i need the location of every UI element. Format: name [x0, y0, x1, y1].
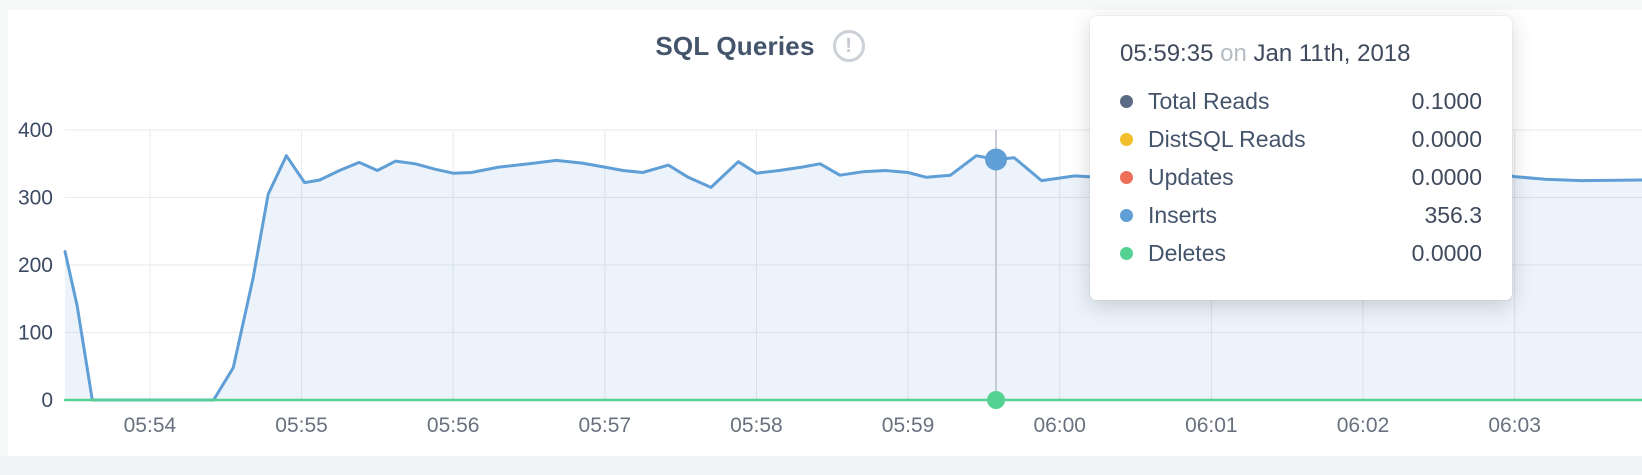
tooltip-row-total-reads: Total Reads 0.1000	[1120, 82, 1482, 120]
tooltip-conjunction: on	[1220, 40, 1247, 67]
x-tick-label: 05:59	[882, 414, 935, 437]
series-value: 0.0000	[1411, 163, 1482, 190]
tooltip-row-inserts: Inserts 356.3	[1120, 196, 1482, 234]
page-edge-top	[0, 0, 1642, 10]
highlight-dot-inserts	[985, 148, 1008, 171]
series-color-dot	[1120, 208, 1133, 222]
y-tick-label: 0	[41, 389, 53, 412]
series-label: Total Reads	[1148, 87, 1270, 114]
chart-title: SQL Queries	[655, 30, 815, 61]
x-tick-label: 05:56	[427, 414, 480, 437]
series-color-dot	[1120, 132, 1133, 146]
tooltip-row-updates: Updates 0.0000	[1120, 158, 1482, 196]
info-icon[interactable]: !	[832, 30, 865, 62]
tooltip-timestamp: 05:59:35 on Jan 11th, 2018	[1120, 40, 1482, 68]
page-edge-left	[0, 10, 8, 456]
highlight-dot-deletes	[987, 391, 1006, 409]
y-tick-label: 100	[18, 322, 53, 345]
series-label: Deletes	[1148, 239, 1226, 266]
y-tick-label: 200	[18, 254, 53, 277]
page-edge-bottom	[0, 456, 1642, 475]
series-value: 0.0000	[1411, 125, 1482, 152]
series-label: Inserts	[1148, 201, 1218, 228]
series-value: 356.3	[1424, 201, 1482, 228]
tooltip-time: 05:59:35	[1120, 40, 1214, 67]
x-tick-label: 05:54	[124, 414, 177, 437]
x-tick-label: 05:58	[730, 414, 783, 437]
tooltip-date: Jan 11th, 2018	[1253, 40, 1411, 67]
x-tick-label: 05:55	[275, 414, 328, 437]
chart-title-row: SQL Queries !	[0, 30, 1520, 62]
series-value: 0.1000	[1411, 87, 1482, 114]
series-label: DistSQL Reads	[1148, 125, 1306, 152]
chart-tooltip: 05:59:35 on Jan 11th, 2018 Total Reads 0…	[1090, 16, 1512, 300]
series-color-dot	[1120, 94, 1133, 108]
x-tick-label: 05:57	[579, 414, 632, 437]
tooltip-row-distsql-reads: DistSQL Reads 0.0000	[1120, 120, 1482, 158]
series-label: Updates	[1148, 163, 1234, 190]
series-value: 0.0000	[1411, 239, 1482, 266]
y-tick-label: 300	[18, 187, 53, 210]
series-color-dot	[1120, 170, 1133, 184]
x-tick-label: 06:03	[1488, 414, 1541, 437]
y-tick-label: 400	[18, 119, 53, 142]
series-color-dot	[1120, 246, 1133, 260]
tooltip-row-deletes: Deletes 0.0000	[1120, 234, 1482, 272]
x-tick-label: 06:00	[1033, 414, 1086, 437]
x-tick-label: 06:02	[1337, 414, 1390, 437]
x-tick-label: 06:01	[1185, 414, 1238, 437]
